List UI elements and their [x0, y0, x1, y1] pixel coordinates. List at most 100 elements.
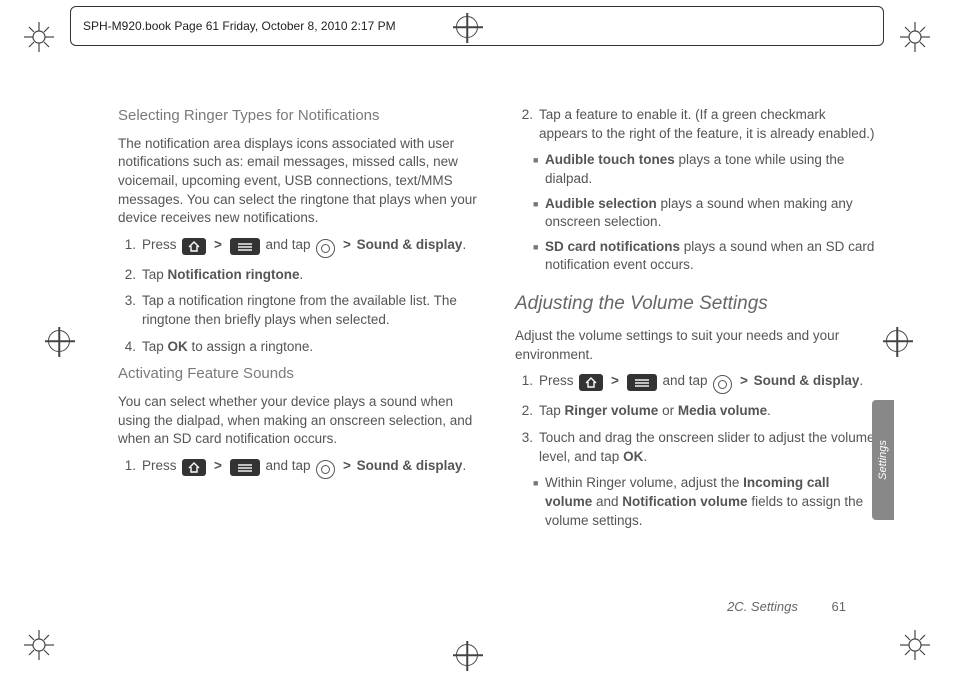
paragraph-feature-sounds: You can select whether your device plays…: [118, 393, 481, 449]
period: .: [767, 403, 771, 418]
sub-body: Audible selection plays a sound when mak…: [545, 195, 878, 232]
bold-sound-display: Sound & display: [357, 458, 463, 473]
step-2: 2. Tap Notification ringtone.: [118, 266, 481, 285]
step-number: 2.: [515, 106, 539, 143]
step-body: Press > and tap > Sound & display.: [142, 236, 481, 258]
sub-bullet: ■ Audible selection plays a sound when m…: [515, 195, 878, 232]
page-footer: 2C. Settings 61: [727, 599, 846, 614]
step-2r: 2. Tap a feature to enable it. (If a gre…: [515, 106, 878, 143]
step-body: Tap OK to assign a ringtone.: [142, 338, 481, 357]
step-3r: 3. Touch and drag the onscreen slider to…: [515, 429, 878, 466]
text: or: [658, 403, 678, 418]
step-number: 1.: [515, 372, 539, 394]
text: Press: [142, 237, 180, 252]
crop-mark-tr: [900, 22, 930, 52]
chevron-icon: >: [214, 237, 222, 252]
step-body: Tap Ringer volume or Media volume.: [539, 402, 878, 421]
settings-icon: [316, 460, 335, 479]
registration-mark-right: [886, 330, 908, 352]
chevron-icon: >: [343, 458, 351, 473]
bold-notification-volume: Notification volume: [622, 494, 747, 509]
text: Touch and drag the onscreen slider to ad…: [539, 430, 874, 464]
step-4: 4. Tap OK to assign a ringtone.: [118, 338, 481, 357]
period: .: [859, 373, 863, 388]
page-header-bar: SPH-M920.book Page 61 Friday, October 8,…: [70, 6, 884, 46]
text: and tap: [265, 237, 314, 252]
step-1b: 1. Press > and tap > Sound & display.: [118, 457, 481, 479]
step-body: Touch and drag the onscreen slider to ad…: [539, 429, 878, 466]
step-3: 3. Tap a notification ringtone from the …: [118, 292, 481, 329]
crop-mark-bl: [24, 630, 54, 660]
settings-icon: [316, 239, 335, 258]
text: and tap: [265, 458, 314, 473]
period: .: [462, 458, 466, 473]
step-body: Tap a notification ringtone from the ava…: [142, 292, 481, 329]
step-number: 2.: [515, 402, 539, 421]
right-column: 2. Tap a feature to enable it. (If a gre…: [515, 100, 878, 610]
step-number: 3.: [118, 292, 142, 329]
period: .: [300, 267, 304, 282]
bullet-icon: ■: [533, 151, 545, 188]
step-1r: 1. Press > and tap > Sound & display.: [515, 372, 878, 394]
footer-section: 2C. Settings: [727, 599, 798, 614]
bold-sd-notifications: SD card notifications: [545, 239, 680, 254]
text: to assign a ringtone.: [188, 339, 313, 354]
sub-body: Within Ringer volume, adjust the Incomin…: [545, 474, 878, 530]
heading-ringer-types: Selecting Ringer Types for Notifications: [118, 106, 481, 127]
page-header-text: SPH-M920.book Page 61 Friday, October 8,…: [83, 19, 396, 33]
menu-icon: [230, 238, 260, 255]
text: Within Ringer volume, adjust the: [545, 475, 743, 490]
step-body: Press > and tap > Sound & display.: [539, 372, 878, 394]
step-body: Tap Notification ringtone.: [142, 266, 481, 285]
step-1: 1. Press > and tap > Sound & display.: [118, 236, 481, 258]
bold-sound-display: Sound & display: [754, 373, 860, 388]
step-number: 2.: [118, 266, 142, 285]
section-tab-label: Settings: [877, 440, 889, 480]
home-icon: [182, 459, 206, 476]
section-tab: Settings: [872, 400, 894, 520]
paragraph-volume: Adjust the volume settings to suit your …: [515, 327, 878, 364]
bold-sound-display: Sound & display: [357, 237, 463, 252]
chevron-icon: >: [740, 373, 748, 388]
bullet-icon: ■: [533, 474, 545, 530]
sub-bullet: ■ Within Ringer volume, adjust the Incom…: [515, 474, 878, 530]
footer-page-number: 61: [832, 599, 846, 614]
text: Press: [142, 458, 180, 473]
bullet-icon: ■: [533, 195, 545, 232]
settings-icon: [713, 375, 732, 394]
sub-bullet: ■ Audible touch tones plays a tone while…: [515, 151, 878, 188]
bold-audible-selection: Audible selection: [545, 196, 657, 211]
chevron-icon: >: [214, 458, 222, 473]
page-content: Selecting Ringer Types for Notifications…: [118, 100, 878, 610]
text: Tap: [539, 403, 565, 418]
home-icon: [182, 238, 206, 255]
step-2rr: 2. Tap Ringer volume or Media volume.: [515, 402, 878, 421]
step-number: 1.: [118, 457, 142, 479]
menu-icon: [627, 374, 657, 391]
registration-mark-left: [48, 330, 70, 352]
sub-body: Audible touch tones plays a tone while u…: [545, 151, 878, 188]
menu-icon: [230, 459, 260, 476]
bold-ok: OK: [623, 449, 643, 464]
chevron-icon: >: [611, 373, 619, 388]
crop-mark-br: [900, 630, 930, 660]
registration-mark-bottom: [456, 644, 478, 666]
home-icon: [579, 374, 603, 391]
sub-body: SD card notifications plays a sound when…: [545, 238, 878, 275]
heading-feature-sounds: Activating Feature Sounds: [118, 364, 481, 385]
bullet-icon: ■: [533, 238, 545, 275]
period: .: [462, 237, 466, 252]
step-number: 4.: [118, 338, 142, 357]
text: Tap: [142, 267, 168, 282]
text: and: [592, 494, 622, 509]
step-number: 3.: [515, 429, 539, 466]
step-body: Press > and tap > Sound & display.: [142, 457, 481, 479]
period: .: [643, 449, 647, 464]
bold-ok: OK: [168, 339, 188, 354]
chevron-icon: >: [343, 237, 351, 252]
text: Tap: [142, 339, 168, 354]
bold-touch-tones: Audible touch tones: [545, 152, 675, 167]
text: and tap: [662, 373, 711, 388]
heading-volume-settings: Adjusting the Volume Settings: [515, 291, 878, 317]
left-column: Selecting Ringer Types for Notifications…: [118, 100, 481, 610]
